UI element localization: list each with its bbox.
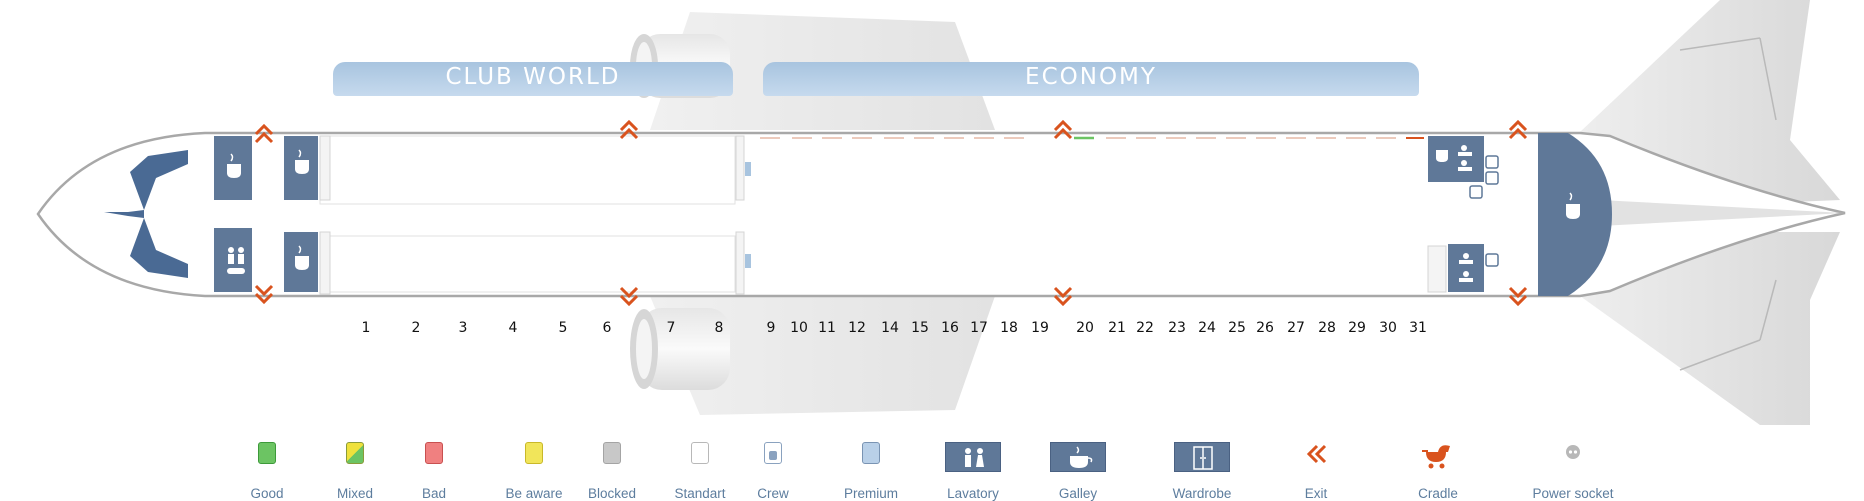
exit-icon — [254, 123, 274, 144]
club-world-banner: CLUB WORLD — [333, 62, 733, 96]
front-galley-right-lower — [284, 232, 318, 292]
legend-premium-label: Premium — [843, 486, 899, 501]
exit-icon — [1053, 286, 1073, 307]
row-number: 4 — [508, 320, 518, 336]
legend-power-socket-label: Power socket — [1532, 486, 1614, 501]
rear-crew-seats — [1469, 155, 1499, 267]
be-aware-seat-icon — [525, 442, 543, 464]
rear-galley — [1538, 133, 1612, 296]
club-world-section-upper — [319, 135, 736, 205]
legend-bad-label: Bad — [421, 486, 447, 501]
row-number: 17 — [970, 320, 988, 336]
good-seat-icon — [258, 442, 276, 464]
legend-crew: Crew — [757, 440, 791, 501]
row-number: 22 — [1136, 320, 1154, 336]
row-number: 9 — [766, 320, 776, 336]
row-number: 8 — [714, 320, 724, 336]
front-galley-left-upper — [214, 136, 252, 200]
economy-banner: ECONOMY — [763, 62, 1419, 96]
row-number: 10 — [790, 320, 808, 336]
legend-crew-label: Crew — [757, 486, 789, 501]
row-number: 3 — [458, 320, 468, 336]
rear-galley-lavatory-upper — [1428, 136, 1484, 182]
legend-mixed-label: Mixed — [336, 486, 374, 501]
row-number: 27 — [1287, 320, 1305, 336]
row-number: 21 — [1108, 320, 1126, 336]
front-galley-right-upper — [284, 136, 318, 200]
lower-stabilizer — [1580, 232, 1840, 425]
legend-blocked-label: Blocked — [587, 486, 637, 501]
exit-markers — [254, 119, 1528, 307]
row-number: 23 — [1168, 320, 1186, 336]
lavatory-icon — [945, 442, 1001, 472]
row-number: 6 — [602, 320, 612, 336]
crew-seat-icon — [764, 442, 782, 464]
exit-icon — [1301, 442, 1331, 471]
rear-lavatory-lower — [1448, 244, 1484, 292]
economy-section — [745, 136, 1425, 292]
row-number: 1 — [361, 320, 371, 336]
lower-wing — [650, 296, 995, 415]
bad-seat-icon — [425, 442, 443, 464]
row-number: 20 — [1076, 320, 1094, 336]
galley-icon — [1050, 442, 1106, 472]
legend-lavatory-label: Lavatory — [947, 486, 999, 501]
front-lavatory — [214, 228, 252, 292]
aircraft-outline — [36, 0, 1846, 425]
legend-good-label: Good — [250, 486, 284, 501]
row-number: 15 — [911, 320, 929, 336]
row-number: 31 — [1409, 320, 1427, 336]
row-number: 29 — [1348, 320, 1366, 336]
mixed-seat-icon — [346, 442, 364, 464]
legend-be-aware-label: Be aware — [505, 486, 563, 501]
exit-icon — [254, 284, 274, 305]
row-number: 5 — [558, 320, 568, 336]
power-socket-icon — [1563, 442, 1583, 467]
blocked-seat-icon — [603, 442, 621, 464]
row-number: 18 — [1000, 320, 1018, 336]
row-number: 7 — [666, 320, 676, 336]
row-number: 14 — [881, 320, 899, 336]
exit-icon — [619, 286, 639, 307]
exit-icon — [1053, 119, 1073, 140]
row-number: 2 — [411, 320, 421, 336]
exit-icon — [1508, 119, 1528, 140]
row-number: 30 — [1379, 320, 1397, 336]
row-number: 24 — [1198, 320, 1216, 336]
standart-seat-icon — [691, 442, 709, 464]
row-number: 11 — [818, 320, 836, 336]
club-world-section-lower — [319, 235, 736, 293]
lower-engine — [630, 308, 730, 390]
premium-seat-icon — [862, 442, 880, 464]
cockpit-windows — [104, 150, 188, 278]
cradle-icon — [1420, 442, 1456, 475]
row-number: 28 — [1318, 320, 1336, 336]
row-number: 12 — [848, 320, 866, 336]
legend-standart-label: Standart — [674, 486, 726, 501]
legend-galley-label: Galley — [1058, 486, 1098, 501]
wardrobe-icon — [1174, 442, 1230, 472]
row-number: 25 — [1228, 320, 1246, 336]
row-number: 26 — [1256, 320, 1274, 336]
legend-exit-label: Exit — [1304, 486, 1328, 501]
row-number: 19 — [1031, 320, 1049, 336]
row-number: 16 — [941, 320, 959, 336]
legend-wardrobe-label: Wardrobe — [1172, 486, 1232, 501]
legend-cradle-label: Cradle — [1418, 486, 1458, 501]
exit-icon — [1508, 286, 1528, 307]
exit-icon — [619, 119, 639, 140]
